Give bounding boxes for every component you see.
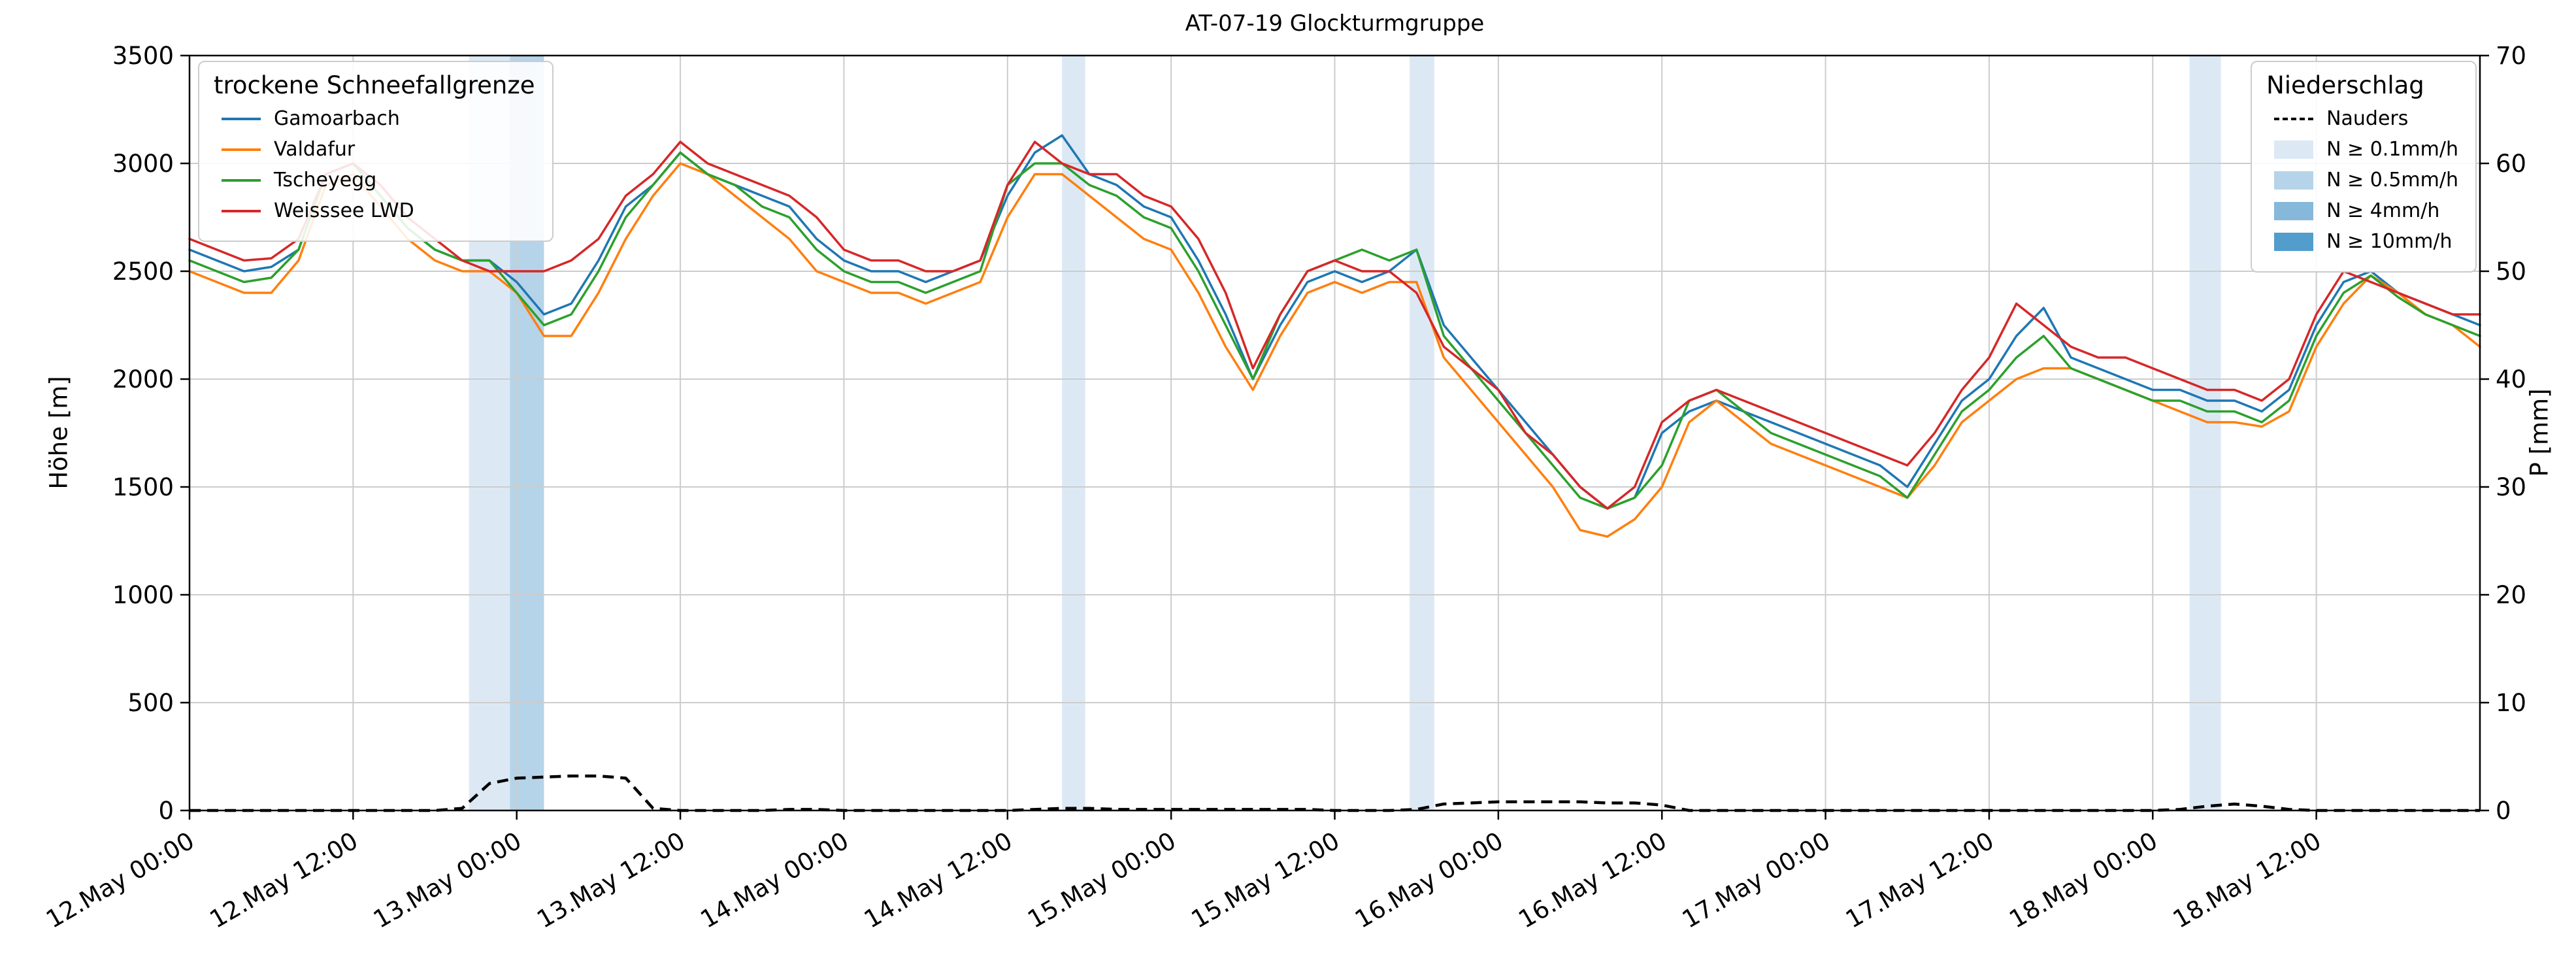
snowline-legend: trockene Schneefallgrenze Gamoarbach Val… (198, 61, 553, 242)
x-tick-label: 16.May 00:00 (1350, 827, 1508, 934)
line-swatch-valdafur (222, 148, 261, 151)
x-tick-label: 18.May 00:00 (2005, 827, 2162, 934)
legend-label-nauders: Nauders (2326, 107, 2409, 130)
legend-label-band-01: N ≥ 0.1mm/h (2326, 138, 2458, 161)
legend-label-valdafur: Valdafur (274, 138, 355, 161)
x-tick-label: 13.May 00:00 (369, 827, 526, 934)
series-line-weisssee-lwd (188, 141, 2481, 510)
y-right-tick-label: 30 (2496, 473, 2526, 501)
x-tick-label: 17.May 00:00 (1677, 827, 1835, 934)
x-tick-label: 14.May 00:00 (696, 827, 853, 934)
y-right-tick-label: 0 (2496, 797, 2511, 825)
x-tick-label: 17.May 12:00 (1841, 827, 1998, 934)
legend-label-band-4: N ≥ 4mm/h (2326, 199, 2440, 222)
x-tick-label: 13.May 12:00 (532, 827, 689, 934)
x-tick-label: 15.May 00:00 (1023, 827, 1180, 934)
legend-item-band-10: N ≥ 10mm/h (2274, 230, 2458, 253)
precip-band (1410, 56, 1434, 810)
precip-band (1062, 56, 1085, 810)
y-left-tick-label: 1500 (112, 473, 174, 501)
x-tick-label: 12.May 00:00 (41, 827, 199, 934)
legend-item-band-05: N ≥ 0.5mm/h (2274, 169, 2458, 192)
legend-item-band-01: N ≥ 0.1mm/h (2274, 138, 2458, 161)
precip-legend-title: Niederschlag (2266, 71, 2424, 99)
precip-legend: Niederschlag Nauders N ≥ 0.1mm/h N ≥ 0.5… (2251, 61, 2477, 273)
x-tick-label: 18.May 12:00 (2168, 827, 2326, 934)
y-left-tick-label: 3000 (112, 150, 174, 178)
y-left-tick-label: 2000 (112, 365, 174, 393)
legend-item-gamoarbach: Gamoarbach (222, 107, 535, 130)
y-right-tick-label: 10 (2496, 689, 2526, 717)
band-swatch-10 (2274, 232, 2314, 251)
y-axis-label-left: Höhe [m] (44, 376, 73, 490)
y-left-tick-label: 3500 (112, 42, 174, 70)
line-swatch-tscheyegg (222, 178, 261, 182)
legend-label-gamoarbach: Gamoarbach (274, 107, 400, 130)
legend-label-band-05: N ≥ 0.5mm/h (2326, 169, 2458, 192)
y-left-tick-label: 2500 (112, 258, 174, 286)
x-tick-label: 14.May 12:00 (859, 827, 1017, 934)
y-right-tick-label: 20 (2496, 581, 2526, 609)
legend-item-valdafur: Valdafur (222, 138, 535, 161)
legend-label-tscheyegg: Tscheyegg (274, 169, 377, 192)
legend-item-weisssee-lwd: Weisssee LWD (222, 199, 535, 222)
legend-label-weisssee-lwd: Weisssee LWD (274, 199, 414, 222)
legend-label-band-10: N ≥ 10mm/h (2326, 230, 2452, 253)
y-right-tick-label: 40 (2496, 365, 2526, 393)
series-line-gamoarbach (188, 134, 2481, 510)
chart-title: AT-07-19 Glockturmgruppe (1185, 10, 1485, 37)
precip-band (2189, 56, 2221, 810)
dashed-line-swatch-nauders (2274, 117, 2314, 120)
y-axis-label-right: P [mm] (2525, 388, 2554, 477)
line-swatch-gamoarbach (222, 117, 261, 120)
x-tick-label: 12.May 12:00 (205, 827, 363, 934)
y-right-tick-label: 70 (2496, 42, 2526, 70)
y-left-tick-label: 500 (127, 689, 174, 717)
x-tick-label: 15.May 12:00 (1187, 827, 1344, 934)
y-left-tick-label: 0 (158, 797, 174, 825)
x-tick-label: 16.May 12:00 (1513, 827, 1671, 934)
band-swatch-05 (2274, 171, 2314, 190)
legend-item-tscheyegg: Tscheyegg (222, 169, 535, 192)
legend-item-nauders: Nauders (2274, 107, 2458, 130)
band-swatch-4 (2274, 201, 2314, 220)
y-right-tick-label: 50 (2496, 258, 2526, 286)
line-swatch-weisssee-lwd (222, 209, 261, 212)
band-swatch-01 (2274, 140, 2314, 159)
y-right-tick-label: 60 (2496, 150, 2526, 178)
y-left-tick-label: 1000 (112, 581, 174, 609)
legend-item-band-4: N ≥ 4mm/h (2274, 199, 2458, 222)
snowline-legend-title: trockene Schneefallgrenze (214, 71, 535, 99)
